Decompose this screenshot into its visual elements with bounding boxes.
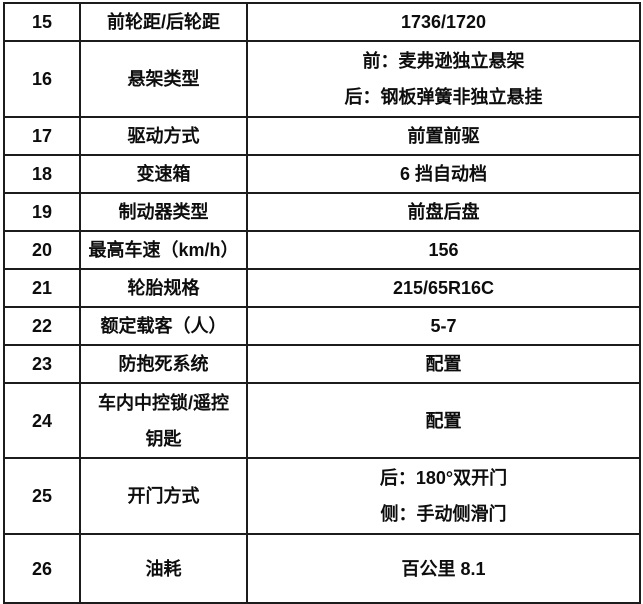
spec-label-cell: 前轮距/后轮距: [79, 2, 248, 42]
table-row: 18 变速箱 6 挡自动档: [3, 154, 641, 194]
row-number-cell: 21: [3, 268, 81, 308]
table-row: 26 油耗 百公里 8.1: [3, 533, 641, 604]
spec-label-cell: 变速箱: [79, 154, 248, 194]
table-row: 23 防抱死系统 配置: [3, 344, 641, 384]
spec-value-cell: 前置前驱: [246, 116, 641, 156]
spec-value-cell: 5-7: [246, 306, 641, 346]
spec-label-cell: 制动器类型: [79, 192, 248, 232]
row-number-cell: 26: [3, 533, 81, 604]
table-row: 19 制动器类型 前盘后盘: [3, 192, 641, 232]
spec-label-cell: 轮胎规格: [79, 268, 248, 308]
table-row: 25 开门方式 后：180°双开门 侧：手动侧滑门: [3, 457, 641, 535]
spec-value-cell: 配置: [246, 344, 641, 384]
row-number-cell: 15: [3, 2, 81, 42]
spec-value-cell: 156: [246, 230, 641, 270]
spec-label-cell: 车内中控锁/遥控 钥匙: [79, 382, 248, 459]
row-number-cell: 18: [3, 154, 81, 194]
table-row: 21 轮胎规格 215/65R16C: [3, 268, 641, 308]
table-row: 17 驱动方式 前置前驱: [3, 116, 641, 156]
row-number-cell: 22: [3, 306, 81, 346]
spec-label-cell: 开门方式: [79, 457, 248, 535]
spec-label-cell: 驱动方式: [79, 116, 248, 156]
spec-label-cell: 额定载客（人）: [79, 306, 248, 346]
spec-label-cell: 油耗: [79, 533, 248, 604]
row-number-cell: 24: [3, 382, 81, 459]
spec-value-cell: 6 挡自动档: [246, 154, 641, 194]
table-row: 24 车内中控锁/遥控 钥匙 配置: [3, 382, 641, 459]
spec-table-container: 15 前轮距/后轮距 1736/1720 16 悬架类型 前：麦弗逊独立悬架 后…: [3, 2, 641, 604]
row-number-cell: 16: [3, 40, 81, 118]
table-row: 20 最高车速（km/h） 156: [3, 230, 641, 270]
spec-label-cell: 悬架类型: [79, 40, 248, 118]
vehicle-spec-table: 15 前轮距/后轮距 1736/1720 16 悬架类型 前：麦弗逊独立悬架 后…: [3, 2, 641, 604]
spec-value-cell: 1736/1720: [246, 2, 641, 42]
spec-value-cell: 配置: [246, 382, 641, 459]
row-number-cell: 25: [3, 457, 81, 535]
spec-label-cell: 防抱死系统: [79, 344, 248, 384]
spec-value-cell: 215/65R16C: [246, 268, 641, 308]
spec-value-cell: 后：180°双开门 侧：手动侧滑门: [246, 457, 641, 535]
row-number-cell: 20: [3, 230, 81, 270]
table-row: 22 额定载客（人） 5-7: [3, 306, 641, 346]
row-number-cell: 23: [3, 344, 81, 384]
spec-value-cell: 百公里 8.1: [246, 533, 641, 604]
row-number-cell: 19: [3, 192, 81, 232]
spec-value-cell: 前：麦弗逊独立悬架 后：钢板弹簧非独立悬挂: [246, 40, 641, 118]
table-row: 15 前轮距/后轮距 1736/1720: [3, 2, 641, 42]
table-row: 16 悬架类型 前：麦弗逊独立悬架 后：钢板弹簧非独立悬挂: [3, 40, 641, 118]
row-number-cell: 17: [3, 116, 81, 156]
spec-label-cell: 最高车速（km/h）: [79, 230, 248, 270]
spec-value-cell: 前盘后盘: [246, 192, 641, 232]
